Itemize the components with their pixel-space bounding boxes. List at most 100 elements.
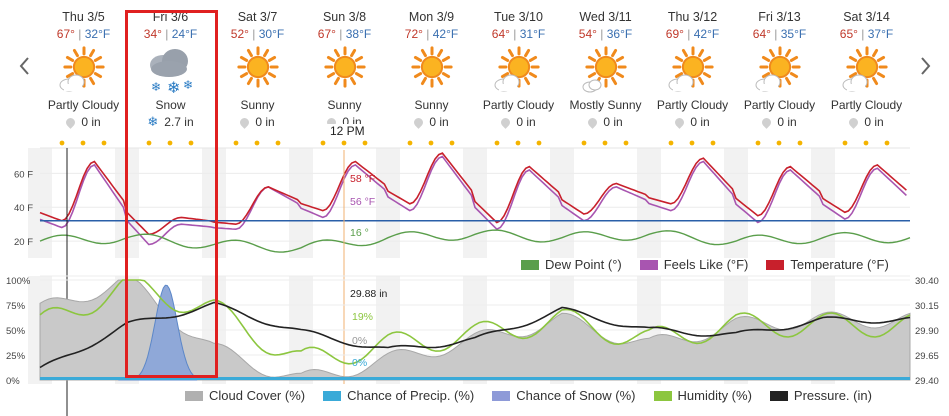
precip-amount: 0 in (475, 113, 562, 131)
precip-amount: 0 in (649, 113, 736, 131)
daylight-marker (668, 140, 674, 146)
daylight-marker (167, 140, 173, 146)
selected-day-highlight (125, 10, 218, 378)
legend-item[interactable]: Chance of Precip. (%) (323, 388, 474, 403)
partly-cloudy-icon (755, 46, 801, 92)
partly-cloudy-icon (842, 46, 888, 92)
precip-value: 0 in (255, 115, 275, 129)
legend-swatch (185, 390, 203, 401)
cursor-temp-label: 58 °F (350, 173, 375, 185)
precip-amount: 0 in (214, 113, 301, 131)
daylight-marker (710, 140, 716, 146)
low-temp: 35°F (780, 27, 807, 41)
weather-icon (388, 43, 475, 97)
next-days-arrow[interactable] (916, 48, 936, 84)
daylight-marker (776, 140, 782, 146)
day-column[interactable]: Wed 3/11 54° | 36°F Mostly Sunny 0 in (562, 9, 649, 144)
daylight-marker (254, 140, 260, 146)
day-column[interactable]: Fri 3/6 34° | 24°F ❄ ❄ ❄ Snow ❄ 2.7 in (127, 9, 214, 144)
precip-amount: 0 in (562, 113, 649, 131)
low-temp: 24°F (171, 27, 198, 41)
legend-item[interactable]: Feels Like (°F) (639, 257, 748, 272)
legend-swatch (653, 390, 672, 401)
day-date: Fri 3/13 (758, 10, 801, 24)
legend-item[interactable]: Chance of Snow (%) (492, 388, 636, 403)
weather-icon (40, 43, 127, 97)
precip-value: 0 in (603, 115, 623, 129)
day-date: Wed 3/11 (579, 10, 632, 24)
legend-item[interactable]: Temperature (°F) (766, 257, 889, 272)
cursor-dew-label: 16 ° (350, 227, 369, 239)
legend-label: Chance of Snow (%) (516, 388, 636, 403)
day-date: Mon 3/9 (408, 10, 455, 24)
daylight-marker (275, 140, 281, 146)
precip-value: 0 in (864, 115, 884, 129)
daylight-marker (602, 140, 608, 146)
low-temp: 42°F (693, 27, 720, 41)
legend-item[interactable]: Pressure. (in) (769, 388, 872, 403)
day-column[interactable]: Sat 3/7 52° | 30°F Sunny 0 in (214, 9, 301, 144)
chance-of-precip-area (40, 377, 910, 380)
day-column[interactable]: Thu 3/5 67° | 32°F Partly Cloudy 0 in (40, 9, 127, 144)
low-temp: 31°F (519, 27, 546, 41)
day-column[interactable]: Tue 3/10 64° | 31°F Partly Cloudy 0 in (475, 9, 562, 144)
high-temp: 34° (143, 27, 162, 41)
day-date: Sat 3/7 (237, 10, 278, 24)
day-temps: 72° | 42°F (404, 27, 459, 41)
cursor-cloud-label: 0% (352, 335, 367, 347)
legend-label: Cloud Cover (%) (209, 388, 306, 403)
daylight-marker (884, 140, 890, 146)
daylight-marker (449, 140, 455, 146)
legend-label: Humidity (%) (677, 388, 752, 403)
previous-days-arrow[interactable] (14, 48, 34, 84)
weather-icon (736, 43, 823, 97)
sunny-icon (236, 46, 279, 88)
daylight-marker (59, 140, 65, 146)
daylight-marker (233, 140, 239, 146)
day-temps: 69° | 42°F (665, 27, 720, 41)
daylight-marker (842, 140, 848, 146)
weather-icon (214, 43, 301, 97)
day-column[interactable]: Sat 3/14 65° | 37°F Partly Cloudy 0 in (823, 9, 910, 144)
precip-amount: ❄ 2.7 in (127, 113, 214, 131)
cursor-precip-label: 0% (352, 357, 367, 369)
legend-item[interactable]: Dew Point (°) (521, 257, 622, 272)
daylight-marker (362, 140, 368, 146)
daylight-marker (755, 140, 761, 146)
precip-amount: 0 in (736, 113, 823, 131)
svg-text:❄: ❄ (183, 78, 193, 92)
day-date: Sat 3/14 (843, 10, 890, 24)
daylight-marker (188, 140, 194, 146)
daylight-marker (407, 140, 413, 146)
legend-label: Pressure. (in) (793, 388, 872, 403)
humidity-ytick: 50% (6, 326, 26, 337)
daylight-marker (341, 140, 347, 146)
low-temp: 32°F (84, 27, 111, 41)
condition-label: Sunny (327, 98, 362, 112)
day-column[interactable]: Fri 3/13 64° | 35°F Partly Cloudy 0 in (736, 9, 823, 144)
atmo-legend: Cloud Cover (%) Chance of Precip. (%) Chan… (185, 388, 872, 403)
high-temp: 64° (491, 27, 510, 41)
condition-label: Partly Cloudy (743, 98, 816, 112)
condition-label: Sunny (240, 98, 275, 112)
daylight-marker (320, 140, 326, 146)
high-temp: 52° (230, 27, 249, 41)
legend-item[interactable]: Cloud Cover (%) (185, 388, 305, 403)
legend-swatch (769, 390, 788, 401)
weather-icon (823, 43, 910, 97)
low-temp: 38°F (345, 27, 372, 41)
sunny-icon (410, 46, 453, 88)
temp-ytick: 60 F (14, 169, 33, 180)
partly-cloudy-icon (59, 46, 105, 92)
legend-item[interactable]: Humidity (%) (653, 388, 752, 403)
temp-legend: Dew Point (°) Feels Like (°F) Temperature … (521, 257, 889, 272)
condition-label: Snow (155, 98, 186, 112)
day-temps: 52° | 30°F (230, 27, 285, 41)
day-temps: 64° | 35°F (752, 27, 807, 41)
day-column[interactable]: Mon 3/9 72° | 42°F Sunny 0 in (388, 9, 475, 144)
pressure-ytick: 30.40 (915, 276, 939, 287)
day-column[interactable]: Thu 3/12 69° | 42°F Partly Cloudy 0 in (649, 9, 736, 144)
chevron-left-icon (19, 57, 29, 75)
partly-cloudy-icon (668, 46, 714, 92)
humidity-ytick: 75% (6, 301, 26, 312)
